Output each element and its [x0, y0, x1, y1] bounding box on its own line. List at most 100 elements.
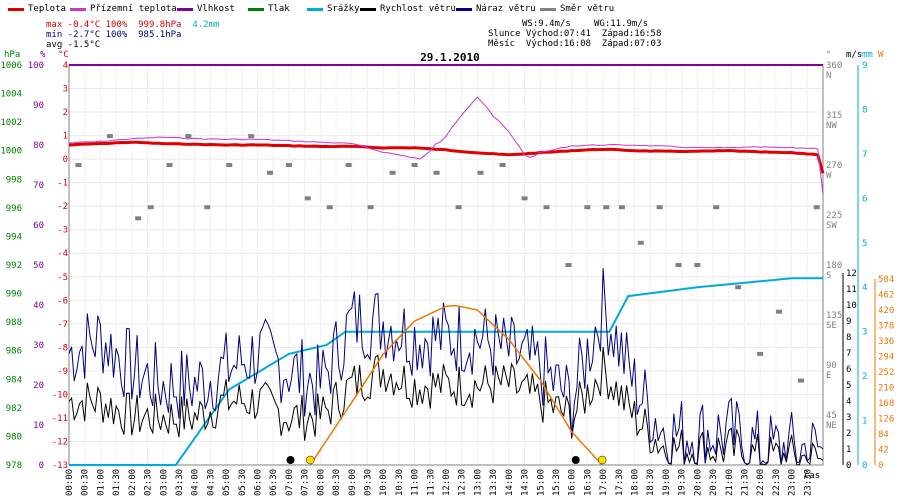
wind-direction-mark — [411, 163, 418, 167]
wind-direction-mark — [477, 170, 484, 175]
moonset-marker — [286, 456, 295, 464]
x-axis-label: čas — [804, 470, 820, 481]
x-tick: 11:30 — [426, 469, 436, 496]
pressure-tick: 998 — [6, 175, 22, 185]
direction-label: E — [826, 371, 831, 381]
wind-direction-mark — [757, 351, 764, 356]
x-tick: 15:30 — [552, 469, 562, 496]
wind-tick: 8 — [846, 333, 851, 343]
info-sun: Slunce Východ:07:41 Západ:16:58 — [488, 29, 662, 39]
wind-direction-mark — [166, 163, 173, 167]
solar-tick: 294 — [878, 353, 894, 363]
wind-tick: 9 — [846, 317, 851, 327]
wind-direction-mark — [713, 205, 720, 210]
legend-swatch — [456, 7, 472, 11]
wind-direction-mark — [285, 163, 292, 167]
x-tick: 23:00 — [788, 469, 798, 496]
x-tick: 02:30 — [144, 469, 154, 496]
x-tick: 01:30 — [112, 469, 122, 496]
x-tick: 08:30 — [332, 469, 342, 496]
series-rychlost-větru — [68, 346, 824, 466]
humidity-tick: 50 — [33, 261, 44, 271]
temperature-tick: -2 — [57, 202, 68, 212]
direction-tick: 45 — [826, 411, 837, 421]
temperature-tick: 4 — [63, 61, 68, 71]
x-tick: 15:00 — [536, 469, 546, 496]
legend-label: Směr větru — [560, 4, 615, 14]
rain-tick: 2 — [862, 372, 867, 382]
x-tick: 10:00 — [379, 469, 389, 496]
temperature-tick: -10 — [52, 390, 68, 400]
direction-tick: 90 — [826, 361, 837, 371]
rain-tick: 8 — [862, 105, 867, 115]
legend-label: Rychlost větru — [380, 4, 456, 14]
temperature-tick: -11 — [52, 414, 68, 424]
axis-unit-%: % — [40, 50, 46, 60]
solar-tick: 126 — [878, 415, 894, 425]
legend: Teplota Přízemní teplota Vlhkost Tlak Srážky… — [0, 0, 900, 18]
x-tick: 05:30 — [238, 469, 248, 496]
temperature-tick: -1 — [57, 179, 68, 189]
moonrise-marker — [571, 456, 580, 464]
wind-tick: 0 — [846, 461, 851, 471]
humidity-tick: 80 — [33, 141, 44, 151]
direction-label: SE — [826, 321, 837, 331]
x-tick: 07:30 — [301, 469, 311, 496]
wind-tick: 12 — [846, 269, 857, 279]
rain-tick: 3 — [862, 328, 867, 338]
stats-max-rain: 4.2mm — [192, 20, 220, 30]
x-tick: 20:30 — [709, 469, 719, 496]
direction-label: W — [826, 171, 832, 181]
wind-direction-mark — [135, 216, 142, 221]
legend-swatch — [8, 7, 24, 11]
x-tick: 10:30 — [395, 469, 405, 496]
legend-item-4: Tlak — [248, 4, 290, 14]
wind-direction-mark — [147, 205, 154, 210]
pressure-tick: 1002 — [0, 118, 22, 128]
solar-tick: 252 — [878, 368, 894, 378]
axes: hPa% °C ° m/s mm W100610041002100099899699499… — [0, 50, 894, 496]
legend-swatch — [307, 7, 323, 11]
wind-direction-mark — [267, 170, 274, 175]
series-slunce — [309, 304, 603, 466]
wind-direction-mark — [75, 163, 82, 167]
direction-tick: 135 — [826, 311, 842, 321]
x-tick: 17:30 — [615, 469, 625, 496]
axis-unit-mm: mm — [862, 50, 873, 60]
x-tick: 23:30 — [803, 469, 813, 496]
x-tick: 19:00 — [662, 469, 672, 496]
pressure-tick: 978 — [6, 461, 22, 471]
legend-label: Přízemní teplota — [90, 4, 177, 14]
x-tick: 19:30 — [678, 469, 688, 496]
solar-tick: 462 — [878, 291, 894, 301]
pressure-tick: 980 — [6, 432, 22, 442]
pressure-tick: 1000 — [0, 147, 22, 157]
direction-label: NE — [826, 421, 837, 431]
x-tick: 02:00 — [128, 469, 138, 496]
rain-tick: 5 — [862, 239, 867, 249]
solar-tick: 168 — [878, 399, 894, 409]
x-tick: 12:00 — [442, 469, 452, 496]
legend-item-2: Přízemní teplota — [70, 4, 177, 14]
stats-max: max -0.4°C 100% 999.8hPa — [46, 20, 182, 30]
rain-tick: 4 — [862, 283, 867, 293]
x-tick: 18:30 — [646, 469, 656, 496]
direction-tick: 180 — [826, 261, 842, 271]
wind-tick: 4 — [846, 397, 851, 407]
x-tick: 05:00 — [222, 469, 232, 496]
legend-item-6: Rychlost větru — [360, 4, 456, 14]
solar-tick: 336 — [878, 337, 894, 347]
x-tick: 14:00 — [505, 469, 515, 496]
rain-tick: 6 — [862, 194, 867, 204]
x-tick: 00:30 — [81, 469, 91, 496]
x-tick: 08:00 — [316, 469, 326, 496]
wind-direction-mark — [735, 285, 742, 290]
wind-direction-mark — [248, 134, 255, 139]
x-tick: 21:00 — [725, 469, 735, 496]
pressure-tick: 996 — [6, 204, 22, 214]
x-tick: 03:30 — [175, 469, 185, 496]
wind-direction-mark — [603, 205, 610, 210]
axis-unit-hPa: hPa — [4, 50, 20, 60]
wind-direction-mark — [675, 263, 682, 267]
direction-label: NW — [826, 121, 837, 131]
